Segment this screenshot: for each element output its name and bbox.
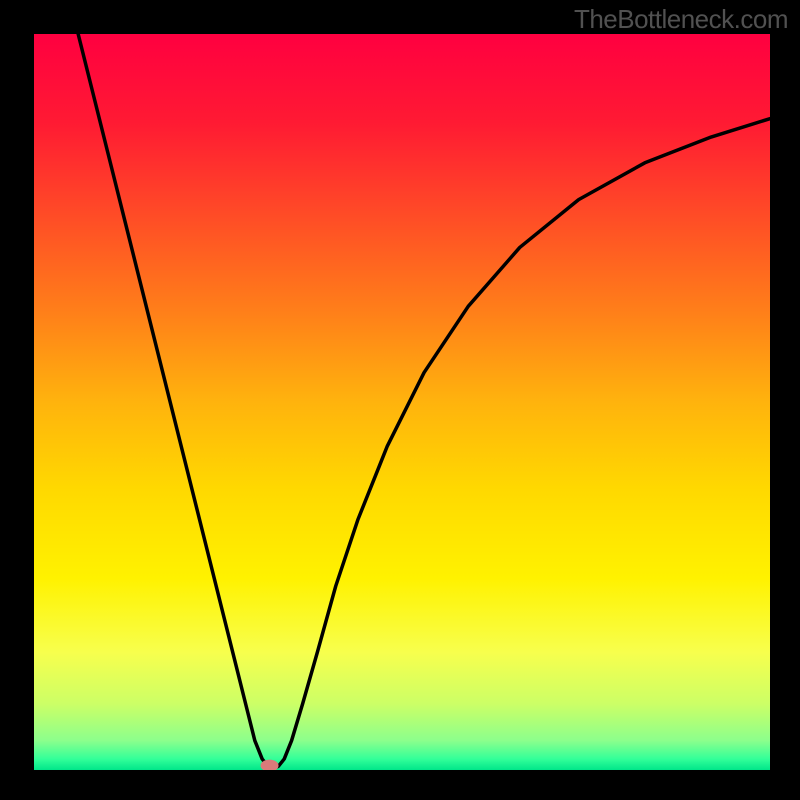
- gradient-background: [34, 34, 770, 770]
- watermark-text: TheBottleneck.com: [574, 4, 788, 35]
- chart-container: { "watermark": { "text": "TheBottleneck.…: [0, 0, 800, 800]
- plot-area: [34, 34, 770, 770]
- chart-svg: [34, 34, 770, 770]
